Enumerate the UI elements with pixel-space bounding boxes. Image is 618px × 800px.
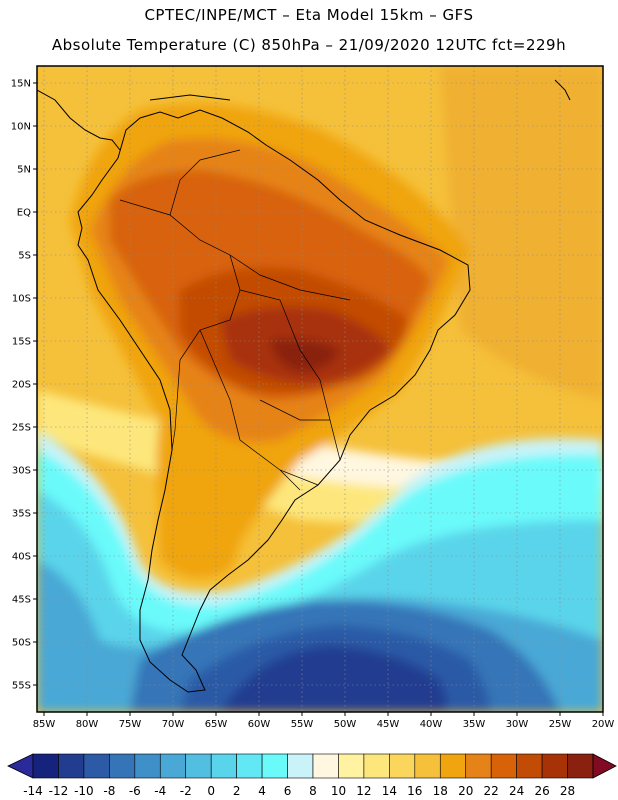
country-borders <box>119 149 351 491</box>
lon-label: 30W <box>506 719 529 730</box>
colorbar: -14 -12 -10 -8 -6 -4 -2 0 2 4 6 8 10 12 14 16 18 20 22 24 26… <box>7 753 617 798</box>
lon-label: 70W <box>162 719 185 730</box>
lat-label: 25S <box>12 423 31 434</box>
colorbar-swatch <box>185 753 212 779</box>
lat-label: EQ <box>17 208 31 219</box>
lon-label: 60W <box>248 719 271 730</box>
colorbar-swatch <box>567 753 594 779</box>
colorbar-tick-label: 18 <box>433 784 448 798</box>
lat-label: 40S <box>12 552 31 563</box>
colorbar-swatch <box>287 753 314 779</box>
latitude-labels: 15N 10N 5N EQ 5S 10S 15S 20S 25S 30S 35S 40S 45S 50S 5… <box>11 79 37 692</box>
colorbar-swatch <box>363 753 390 779</box>
colorbar-tick-label: -12 <box>49 784 69 798</box>
colorbar-swatch <box>210 753 237 779</box>
colorbar-tick-label: 6 <box>284 784 292 798</box>
map-subtitle: Absolute Temperature (C) 850hPa – 21/09/… <box>51 36 567 54</box>
temperature-field <box>37 66 603 712</box>
lon-label: 80W <box>76 719 99 730</box>
colorbar-tick-label: -14 <box>23 784 43 798</box>
map-title: CPTEC/INPE/MCT – Eta Model 15km – GFS <box>144 6 474 24</box>
colorbar-tick-label: 28 <box>560 784 575 798</box>
lon-label: 65W <box>205 719 228 730</box>
colorbar-swatch <box>83 753 110 779</box>
lat-label: 55S <box>12 681 31 692</box>
central-america-coastline <box>37 79 571 151</box>
lon-label: 75W <box>119 719 142 730</box>
colorbar-tick-label: 2 <box>233 784 241 798</box>
lon-label: 35W <box>463 719 486 730</box>
colorbar-tick-label: 12 <box>356 784 371 798</box>
colorbar-swatch <box>58 753 85 779</box>
colorbar-swatch <box>389 753 416 779</box>
colorbar-tick-label: -8 <box>103 784 115 798</box>
colorbar-swatch <box>159 753 187 779</box>
lat-label: 35S <box>12 509 31 520</box>
lat-label: 50S <box>12 638 31 649</box>
colorbar-swatch <box>490 753 517 779</box>
colorbar-swatch <box>439 753 467 779</box>
colorbar-tick-label: -2 <box>180 784 192 798</box>
colorbar-tick-label: 14 <box>382 784 397 798</box>
lat-label: 15S <box>12 337 31 348</box>
lat-label: 45S <box>12 595 31 606</box>
lat-label: 10N <box>11 122 31 133</box>
colorbar-swatch <box>261 753 288 779</box>
lat-label: 30S <box>12 466 31 477</box>
colorbar-tick-label: 16 <box>407 784 422 798</box>
colorbar-tick-label: -4 <box>154 784 166 798</box>
colorbar-tick-label: -10 <box>74 784 94 798</box>
colorbar-tick-label: 0 <box>207 784 215 798</box>
lat-label: 5N <box>17 165 31 176</box>
colorbar-under-arrow <box>7 753 34 779</box>
lat-label: 5S <box>18 251 31 262</box>
colorbar-swatch <box>312 753 339 779</box>
colorbar-swatch <box>32 753 59 779</box>
lat-label: 20S <box>12 380 31 391</box>
lat-label: 15N <box>11 79 31 90</box>
lat-label: 10S <box>12 294 31 305</box>
colorbar-swatch <box>516 753 543 779</box>
lon-label: 50W <box>334 719 357 730</box>
colorbar-swatch <box>109 753 136 779</box>
lon-label: 85W <box>33 719 56 730</box>
colorbar-tick-label: 4 <box>258 784 266 798</box>
map-frame <box>36 65 604 713</box>
colorbar-tick-label: 20 <box>458 784 473 798</box>
colorbar-swatch <box>541 753 568 779</box>
lon-label: 55W <box>291 719 314 730</box>
colorbar-swatch <box>338 753 365 779</box>
lon-label: 20W <box>592 719 615 730</box>
colorbar-tick-label: 26 <box>534 784 549 798</box>
lon-label: 25W <box>549 719 572 730</box>
lon-label: 40W <box>420 719 443 730</box>
colorbar-swatch <box>414 753 441 779</box>
colorbar-tick-label: 8 <box>309 784 317 798</box>
colorbar-tick-label: 24 <box>509 784 524 798</box>
colorbar-tick-label: -6 <box>129 784 141 798</box>
lon-label: 45W <box>377 719 400 730</box>
colorbar-over-arrow <box>592 753 617 779</box>
colorbar-swatch <box>236 753 263 779</box>
colorbar-tick-label: 22 <box>484 784 499 798</box>
colorbar-tick-label: 10 <box>331 784 346 798</box>
longitude-labels: 85W 80W 75W 70W 65W 60W 55W 50W 45W 40W 35W 30W 25W 2… <box>33 712 615 730</box>
colorbar-swatch <box>465 753 492 779</box>
colorbar-swatch <box>134 753 161 779</box>
